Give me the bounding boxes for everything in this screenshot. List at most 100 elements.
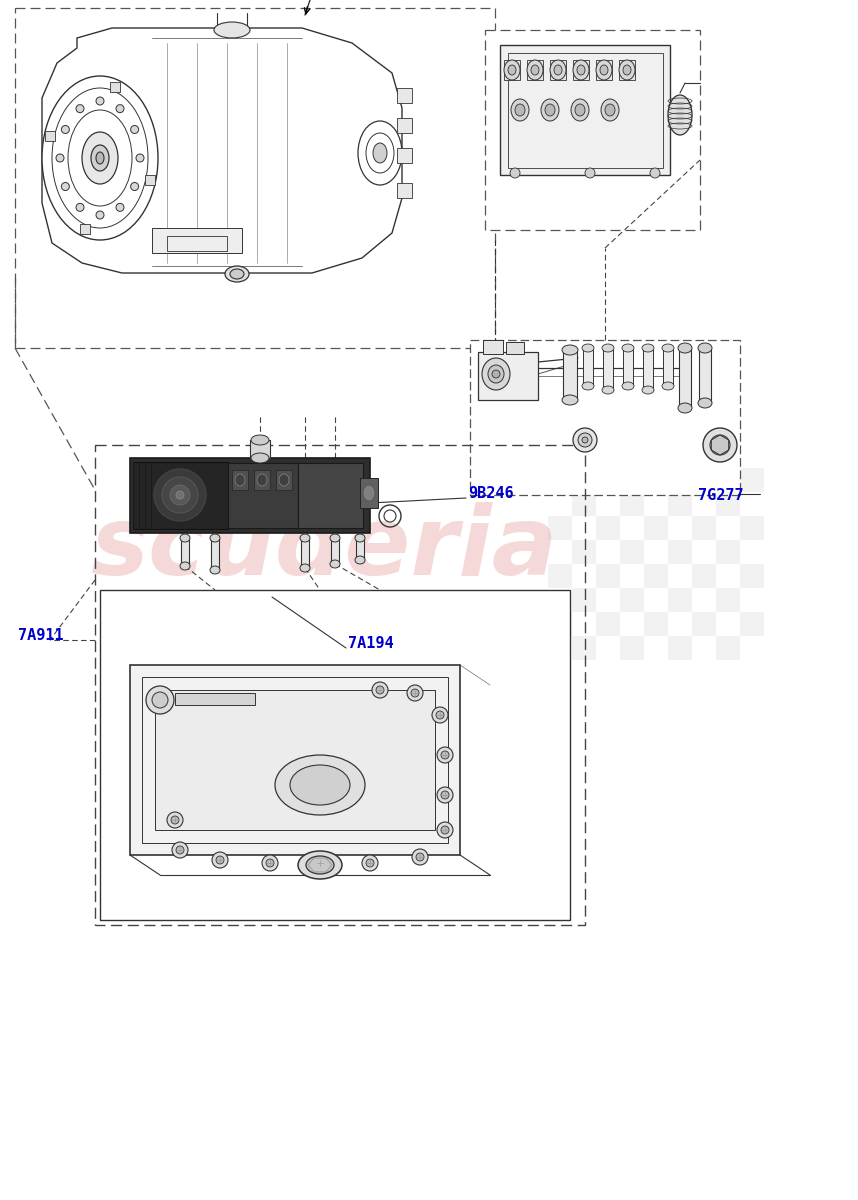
Bar (548, 564, 572, 588)
Bar (254, 470, 270, 490)
Ellipse shape (582, 344, 594, 352)
Ellipse shape (76, 104, 84, 113)
Ellipse shape (504, 60, 520, 80)
Bar (668, 492, 692, 516)
Ellipse shape (545, 104, 555, 116)
Bar (250, 440, 270, 458)
Ellipse shape (668, 95, 692, 134)
Ellipse shape (573, 60, 589, 80)
Ellipse shape (136, 154, 144, 162)
Text: scuderia: scuderia (90, 502, 558, 594)
Bar (100, 590, 570, 920)
Bar (470, 340, 740, 494)
Bar (506, 342, 524, 354)
Ellipse shape (230, 269, 244, 278)
Bar (45, 131, 55, 142)
Ellipse shape (116, 104, 124, 113)
Ellipse shape (306, 856, 334, 874)
Ellipse shape (154, 469, 206, 521)
Ellipse shape (290, 766, 350, 805)
Ellipse shape (316, 859, 324, 866)
Bar (548, 612, 572, 636)
Ellipse shape (251, 452, 269, 463)
Text: 7A911: 7A911 (18, 628, 63, 643)
Bar (644, 516, 668, 540)
Bar (716, 540, 740, 564)
Ellipse shape (257, 474, 267, 486)
Ellipse shape (82, 132, 118, 184)
Ellipse shape (167, 812, 183, 828)
Bar (603, 348, 613, 390)
Ellipse shape (571, 98, 589, 121)
Ellipse shape (298, 851, 342, 878)
Ellipse shape (416, 853, 424, 862)
Ellipse shape (130, 182, 139, 191)
Bar (152, 228, 242, 253)
Ellipse shape (698, 398, 712, 408)
Bar (644, 468, 668, 492)
Ellipse shape (441, 791, 449, 799)
Ellipse shape (441, 751, 449, 758)
Bar (175, 692, 255, 704)
Ellipse shape (372, 682, 388, 698)
Bar (620, 588, 644, 612)
Ellipse shape (42, 76, 158, 240)
Ellipse shape (600, 65, 608, 74)
Bar (623, 348, 633, 386)
Bar (699, 348, 711, 403)
Bar (483, 340, 503, 354)
Bar (692, 564, 716, 588)
Bar (572, 588, 596, 612)
Ellipse shape (488, 365, 504, 383)
Ellipse shape (605, 104, 615, 116)
Ellipse shape (96, 152, 104, 164)
Ellipse shape (678, 343, 692, 353)
Bar (397, 182, 412, 198)
Bar (548, 468, 572, 492)
Ellipse shape (437, 822, 453, 838)
Ellipse shape (623, 65, 631, 74)
Ellipse shape (275, 755, 365, 815)
Bar (740, 612, 764, 636)
Ellipse shape (172, 842, 188, 858)
Ellipse shape (266, 859, 274, 866)
Bar (740, 516, 764, 540)
Bar (583, 348, 593, 386)
Bar (500, 44, 670, 175)
Ellipse shape (62, 126, 69, 133)
Bar (133, 462, 228, 529)
Ellipse shape (710, 434, 730, 455)
Ellipse shape (515, 104, 525, 116)
Bar (573, 60, 589, 80)
Ellipse shape (96, 97, 104, 104)
Ellipse shape (602, 344, 614, 352)
Ellipse shape (76, 203, 84, 211)
Ellipse shape (662, 344, 674, 352)
Ellipse shape (436, 710, 444, 719)
Bar (397, 88, 412, 103)
Bar (298, 463, 363, 528)
Text: 9B246: 9B246 (468, 486, 514, 502)
Text: 7A194: 7A194 (348, 636, 394, 650)
Bar (111, 83, 120, 92)
Polygon shape (42, 28, 402, 272)
Ellipse shape (582, 437, 588, 443)
Bar (644, 564, 668, 588)
Bar (596, 60, 612, 80)
Ellipse shape (176, 846, 184, 854)
Ellipse shape (330, 534, 340, 542)
Ellipse shape (541, 98, 559, 121)
Ellipse shape (662, 382, 674, 390)
Ellipse shape (585, 168, 595, 178)
Ellipse shape (508, 65, 516, 74)
Bar (15, 8, 495, 348)
Bar (360, 478, 378, 508)
Bar (145, 175, 154, 185)
Ellipse shape (235, 474, 245, 486)
Ellipse shape (698, 343, 712, 353)
Ellipse shape (432, 707, 448, 722)
Text: 7G277: 7G277 (698, 488, 744, 503)
Ellipse shape (214, 22, 250, 38)
Bar (620, 540, 644, 564)
Ellipse shape (330, 560, 340, 568)
